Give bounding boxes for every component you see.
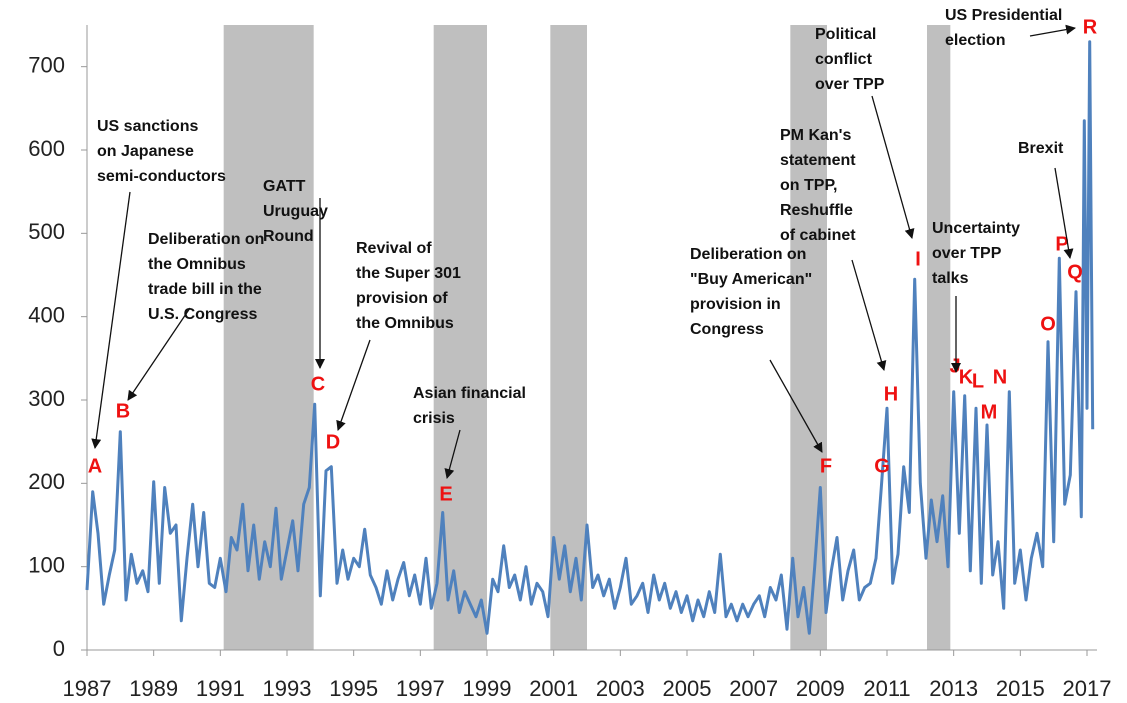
annotation-line: semi-conductors [97, 168, 226, 185]
annotation-arrow [851, 259, 887, 371]
annotation-line: Brexit [1018, 140, 1064, 157]
annotation-line: on Japanese [97, 143, 194, 160]
event-label: I [915, 248, 921, 270]
annotation-arrow [91, 191, 131, 449]
event-label: D [326, 431, 340, 453]
annotation-line: election [945, 32, 1005, 49]
annotation-line: conflict [815, 51, 873, 68]
shaded-period [927, 25, 951, 650]
event-label: N [993, 366, 1007, 388]
annotation-line: provision of [356, 290, 448, 307]
annotation-line: Political [815, 26, 876, 43]
shaded-period [550, 25, 587, 650]
y-tick-label: 700 [28, 52, 65, 77]
event-label: M [981, 401, 998, 423]
event-label: C [311, 373, 325, 395]
annotation-arrow [336, 339, 371, 431]
x-tick-label: 1987 [63, 676, 112, 701]
y-tick-label: 500 [28, 219, 65, 244]
event-label: K [959, 366, 974, 388]
annotation-line: GATT [263, 178, 306, 195]
x-tick-label: 2003 [596, 676, 645, 701]
event-label: F [820, 455, 832, 477]
x-tick-label: 2009 [796, 676, 845, 701]
y-tick-label: 600 [28, 136, 65, 161]
annotation-line: U.S. Congress [148, 306, 257, 323]
annotation-arrow [1054, 167, 1074, 259]
x-tick-label: 1997 [396, 676, 445, 701]
event-label: E [439, 483, 452, 505]
annotation-line: US Presidential [945, 7, 1062, 24]
annotation-line: talks [932, 270, 969, 287]
shaded-periods [223, 25, 951, 650]
annotation-line: Congress [690, 321, 764, 338]
event-label: B [116, 400, 130, 422]
x-tick-label: 1999 [463, 676, 512, 701]
annotation-line: US sanctions [97, 118, 198, 135]
y-tick-label: 0 [53, 636, 65, 661]
annotation-arrow [769, 359, 823, 453]
series-line [85, 40, 1095, 635]
x-tick-label: 2013 [929, 676, 978, 701]
annotation-arrow [444, 429, 461, 479]
x-tick-label: 2007 [729, 676, 778, 701]
annotation-line: statement [780, 152, 856, 169]
x-tick-label: 2015 [996, 676, 1045, 701]
annotation-line: "Buy American" [690, 271, 812, 288]
event-label: L [972, 370, 984, 392]
y-tick-label: 200 [28, 469, 65, 494]
annotation-arrow [127, 307, 191, 401]
annotation-line: crisis [413, 410, 455, 427]
x-tick-label: 2017 [1063, 676, 1112, 701]
annotation-line: over TPP [815, 76, 885, 93]
event-label: A [88, 455, 102, 477]
annotation-arrow [1029, 24, 1076, 37]
annotation-line: Reshuffle [780, 202, 853, 219]
annotation-line: Deliberation on [148, 231, 264, 248]
annotation-line: Round [263, 228, 314, 245]
annotation-line: the Super 301 [356, 265, 461, 282]
shaded-period [790, 25, 827, 650]
shaded-period [433, 25, 487, 650]
x-tick-label: 2005 [663, 676, 712, 701]
x-tick-label: 1991 [196, 676, 245, 701]
event-label: G [874, 455, 890, 477]
annotation-line: Revival of [356, 240, 432, 257]
annotation-arrow [871, 95, 915, 239]
x-tick-label: 1993 [263, 676, 312, 701]
annotation-line: on TPP, [780, 177, 838, 194]
annotation-line: trade bill in the [148, 281, 262, 298]
annotation-line: of cabinet [780, 227, 856, 244]
event-label: R [1083, 16, 1098, 38]
y-tick-label: 300 [28, 386, 65, 411]
annotation-line: the Omnibus [356, 315, 454, 332]
annotation-line: over TPP [932, 245, 1002, 262]
plot [85, 40, 1095, 635]
annotation-line: Asian financial [413, 385, 526, 402]
event-label: O [1040, 313, 1056, 335]
annotation-line: provision in [690, 296, 781, 313]
annotation-line: the Omnibus [148, 256, 246, 273]
event-label: Q [1067, 261, 1083, 283]
x-tick-label: 1995 [329, 676, 378, 701]
event-label: H [884, 383, 898, 405]
axes: 0 100 200 300 400 500 600 700 1987 1989 1991 1993 19… [28, 25, 1111, 701]
y-tick-label: 400 [28, 302, 65, 327]
y-tick-label: 100 [28, 552, 65, 577]
annotation-line: PM Kan's [780, 127, 851, 144]
x-tick-label: 1989 [129, 676, 178, 701]
annotation-line: Uncertainty [932, 220, 1020, 237]
annotation-line: Deliberation on [690, 246, 806, 263]
x-tick-label: 2011 [863, 676, 910, 701]
x-tick-label: 2001 [529, 676, 578, 701]
annotation-line: Uruguay [263, 203, 328, 220]
